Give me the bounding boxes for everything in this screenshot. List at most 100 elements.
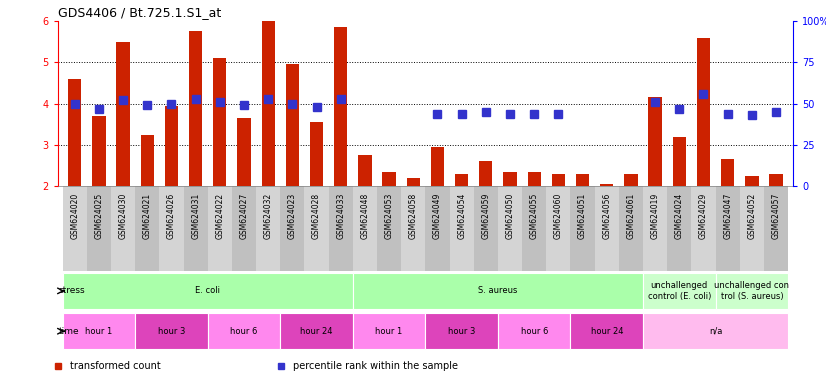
Text: GSM624058: GSM624058 <box>409 193 418 239</box>
Bar <box>648 98 662 186</box>
Bar <box>474 186 498 271</box>
Bar <box>479 162 492 186</box>
Bar <box>232 186 256 271</box>
Bar <box>721 159 734 186</box>
Bar <box>745 176 758 186</box>
Bar <box>595 186 619 271</box>
Bar <box>552 174 565 186</box>
Text: GSM624061: GSM624061 <box>626 193 635 239</box>
Text: S. aureus: S. aureus <box>478 286 518 295</box>
Text: hour 3: hour 3 <box>448 327 475 336</box>
Text: hour 1: hour 1 <box>376 327 403 336</box>
Text: GSM624051: GSM624051 <box>578 193 587 239</box>
Bar <box>498 313 571 349</box>
Bar <box>334 27 348 186</box>
Text: GSM624032: GSM624032 <box>263 193 273 239</box>
Bar <box>183 186 208 271</box>
Bar <box>353 313 425 349</box>
Text: percentile rank within the sample: percentile rank within the sample <box>293 361 458 371</box>
Bar <box>208 313 280 349</box>
Bar <box>286 65 299 186</box>
Bar <box>68 79 82 186</box>
Bar <box>667 186 691 271</box>
Bar <box>406 178 420 186</box>
Bar <box>769 174 783 186</box>
Text: transformed count: transformed count <box>70 361 161 371</box>
Bar <box>116 42 130 186</box>
Bar <box>189 31 202 186</box>
Text: GSM624057: GSM624057 <box>771 193 781 239</box>
Bar <box>431 147 444 186</box>
Text: E. coli: E. coli <box>195 286 221 295</box>
Bar <box>87 186 111 271</box>
Bar <box>377 186 401 271</box>
Bar <box>135 313 208 349</box>
Text: GSM624054: GSM624054 <box>457 193 466 239</box>
Text: GSM624021: GSM624021 <box>143 193 152 239</box>
Bar <box>643 186 667 271</box>
Bar <box>353 186 377 271</box>
Bar <box>353 273 643 309</box>
Text: GSM624024: GSM624024 <box>675 193 684 239</box>
Text: stress: stress <box>59 286 85 295</box>
Bar <box>310 122 323 186</box>
Text: GSM624029: GSM624029 <box>699 193 708 239</box>
Text: GSM624055: GSM624055 <box>529 193 539 239</box>
Text: GSM624030: GSM624030 <box>119 193 127 239</box>
Text: GSM624053: GSM624053 <box>385 193 394 239</box>
Bar <box>425 186 449 271</box>
Bar <box>280 186 305 271</box>
Text: GSM624027: GSM624027 <box>240 193 249 239</box>
Bar <box>601 184 614 186</box>
Bar <box>643 313 788 349</box>
Bar <box>449 186 474 271</box>
Bar <box>111 186 135 271</box>
Text: GSM624022: GSM624022 <box>216 193 225 239</box>
Bar <box>256 186 280 271</box>
Bar <box>715 273 788 309</box>
Bar <box>382 172 396 186</box>
Bar <box>498 186 522 271</box>
Bar <box>740 186 764 271</box>
Bar <box>697 38 710 186</box>
Bar <box>546 186 571 271</box>
Text: GSM624019: GSM624019 <box>651 193 660 239</box>
Text: hour 24: hour 24 <box>301 327 333 336</box>
Bar <box>715 186 740 271</box>
Bar <box>63 186 87 271</box>
Bar <box>93 116 106 186</box>
Bar <box>522 186 546 271</box>
Bar <box>425 313 498 349</box>
Bar <box>213 58 226 186</box>
Bar <box>764 186 788 271</box>
Text: GSM624060: GSM624060 <box>554 193 563 239</box>
Bar <box>672 137 686 186</box>
Bar <box>159 186 183 271</box>
Bar <box>643 273 715 309</box>
Text: time: time <box>59 327 79 336</box>
Bar <box>140 135 154 186</box>
Text: hour 6: hour 6 <box>230 327 258 336</box>
Text: GSM624050: GSM624050 <box>506 193 515 239</box>
Text: GSM624026: GSM624026 <box>167 193 176 239</box>
Bar <box>503 172 517 186</box>
Bar <box>624 174 638 186</box>
Bar <box>63 313 135 349</box>
Text: GSM624047: GSM624047 <box>724 193 732 239</box>
Bar <box>280 313 353 349</box>
Bar <box>528 172 541 186</box>
Text: GSM624049: GSM624049 <box>433 193 442 239</box>
Text: hour 6: hour 6 <box>520 327 548 336</box>
Bar <box>305 186 329 271</box>
Bar <box>455 174 468 186</box>
Bar <box>619 186 643 271</box>
Text: hour 3: hour 3 <box>158 327 185 336</box>
Text: hour 24: hour 24 <box>591 327 623 336</box>
Text: GSM624052: GSM624052 <box>748 193 757 239</box>
Bar <box>576 174 589 186</box>
Bar <box>237 118 250 186</box>
Bar <box>571 313 643 349</box>
Text: GSM624031: GSM624031 <box>191 193 200 239</box>
Bar <box>401 186 425 271</box>
Bar <box>691 186 715 271</box>
